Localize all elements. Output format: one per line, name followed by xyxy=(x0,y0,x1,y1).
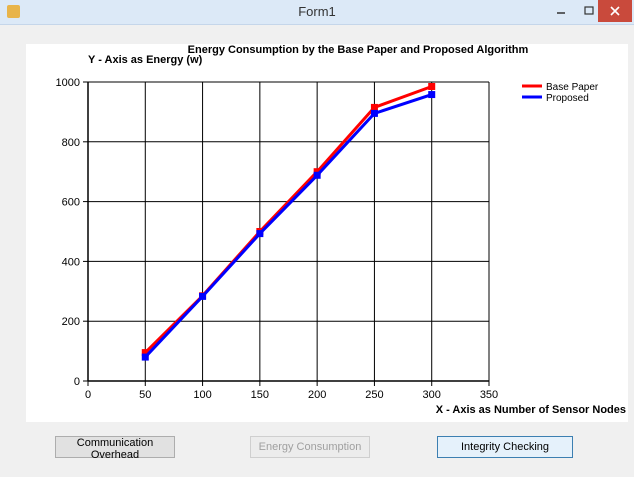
x-tick-label: 250 xyxy=(365,389,383,401)
x-axis-label: X - Axis as Number of Sensor Nodes xyxy=(436,404,626,416)
data-point xyxy=(199,293,206,300)
x-tick-label: 0 xyxy=(85,389,91,401)
x-tick-label: 150 xyxy=(251,389,269,401)
form-window: {"window": {"title": "Form1"}, "chart_da… xyxy=(0,0,634,477)
chart: Energy Consumption by the Base Paper and… xyxy=(0,24,634,424)
y-tick-label: 200 xyxy=(62,316,80,328)
minimize-button[interactable] xyxy=(547,0,575,22)
form-button: Energy Consumption xyxy=(250,436,370,458)
y-axis-label: Y - Axis as Energy (w) xyxy=(88,54,203,66)
y-tick-label: 800 xyxy=(62,137,80,149)
form-button[interactable]: Integrity Checking xyxy=(437,436,573,458)
y-tick-label: 1000 xyxy=(56,77,80,89)
legend-label: Base Paper xyxy=(546,82,599,93)
x-tick-label: 300 xyxy=(423,389,441,401)
x-tick-label: 350 xyxy=(480,389,498,401)
y-tick-label: 600 xyxy=(62,197,80,209)
close-button[interactable] xyxy=(598,0,632,22)
data-point xyxy=(371,110,378,117)
x-tick-label: 200 xyxy=(308,389,326,401)
chart-background xyxy=(26,44,628,422)
x-tick-label: 50 xyxy=(139,389,151,401)
form-button[interactable]: Communication Overhead xyxy=(55,436,175,458)
title-bar: Form1 xyxy=(0,0,634,25)
y-tick-label: 0 xyxy=(74,376,80,388)
legend-label: Proposed xyxy=(546,93,589,104)
data-point xyxy=(428,83,435,90)
data-point xyxy=(428,91,435,98)
data-point xyxy=(314,172,321,179)
window-title: Form1 xyxy=(0,0,634,24)
data-point xyxy=(371,104,378,111)
chart-title: Energy Consumption by the Base Paper and… xyxy=(188,44,529,56)
data-point xyxy=(256,230,263,237)
x-tick-label: 100 xyxy=(193,389,211,401)
y-tick-label: 400 xyxy=(62,256,80,268)
data-point xyxy=(142,354,149,361)
